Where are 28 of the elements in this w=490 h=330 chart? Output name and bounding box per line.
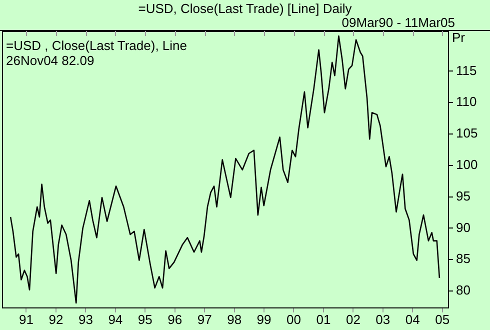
y-tick-label: 95 xyxy=(456,188,470,204)
x-tick-label: 98 xyxy=(227,312,242,327)
y-tick-label: 100 xyxy=(456,157,478,172)
y-tick-label: 80 xyxy=(456,282,470,298)
chart-subtitle: 09Mar90 - 11Mar05 xyxy=(342,15,455,30)
x-tick-label: 96 xyxy=(168,312,182,327)
x-tick-label: 93 xyxy=(78,312,93,327)
x-tick-label: 92 xyxy=(48,312,64,327)
annotation: =USD , Close(Last Trade), Line xyxy=(6,38,187,53)
x-tick-label: 04 xyxy=(405,312,420,327)
x-tick-label: 94 xyxy=(108,312,123,327)
x-tick-label: 99 xyxy=(256,312,272,327)
y-tick-label: 85 xyxy=(456,251,470,266)
y-tick-label: 115 xyxy=(456,62,477,78)
x-tick-label: 97 xyxy=(197,312,212,327)
annotation: 26Nov04 82.09 xyxy=(6,53,96,68)
x-tick-label: 01 xyxy=(316,312,331,327)
x-tick-label: 05 xyxy=(435,312,450,327)
y-axis-title: Pr xyxy=(452,30,466,46)
chart-title: =USD, Close(Last Trade) [Line] Daily xyxy=(137,1,353,16)
x-tick-label: 91 xyxy=(19,312,34,327)
y-tick-label: 105 xyxy=(456,126,478,141)
x-tick-label: 95 xyxy=(138,312,152,327)
x-tick-label: 00 xyxy=(286,312,301,327)
x-tick-label: 02 xyxy=(346,312,360,327)
y-tick-label: 110 xyxy=(456,94,477,110)
x-tick-label: 03 xyxy=(376,312,390,327)
y-tick-label: 90 xyxy=(456,220,470,235)
